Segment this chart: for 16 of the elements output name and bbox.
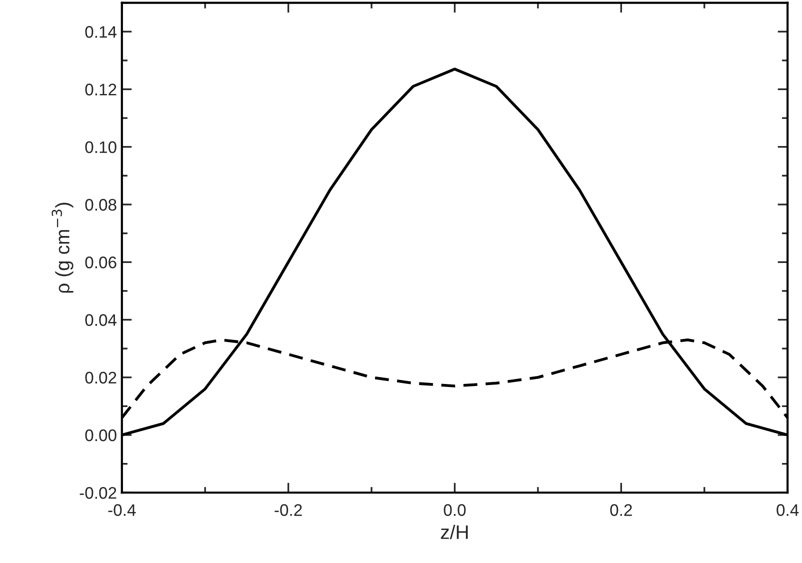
y-axis-title: ρ (g cm$^{−3}$) [52, 202, 74, 293]
x-tick-label: 0.0 [444, 504, 466, 516]
y-tick-label: 0.00 [85, 429, 116, 442]
y-tick-label: 0.04 [85, 314, 117, 326]
y-tick-label: 0.12 [85, 84, 116, 96]
y-tick-label: 0.06 [85, 256, 116, 268]
y-tick-label: -0.02 [80, 487, 116, 499]
y-tick-label: 0.08 [85, 198, 116, 211]
y-tick-label: 0.10 [85, 141, 116, 154]
x-tick-label: 0.4 [776, 504, 799, 516]
y-tick-label: 0.02 [85, 372, 116, 384]
x-tick-label: 0.2 [610, 504, 632, 516]
x-tick-label: -0.4 [108, 504, 136, 516]
y-tick-label: 0.14 [85, 26, 117, 38]
x-tick-label: -0.2 [274, 504, 302, 516]
x-axis-title: z/H [440, 524, 468, 540]
